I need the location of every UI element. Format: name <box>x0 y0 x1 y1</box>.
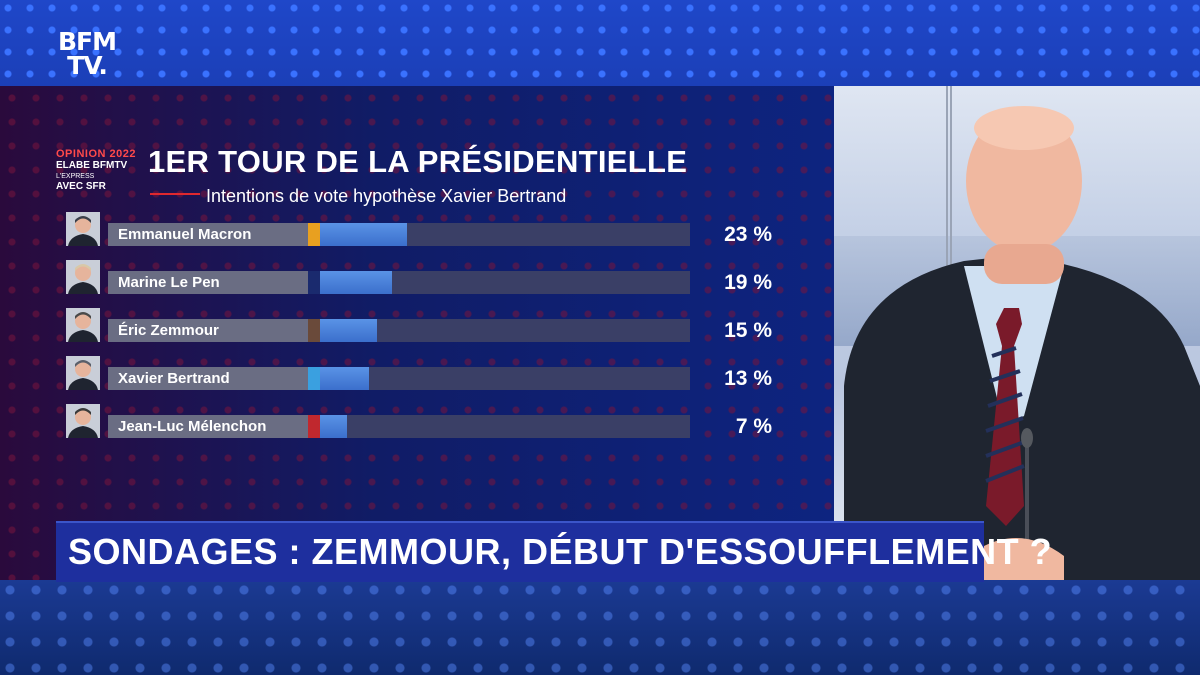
bar-party-accent <box>308 319 320 342</box>
badge-line-3: L'EXPRESS <box>56 173 95 180</box>
bar-value-label: 13 % <box>724 367 772 390</box>
bar-value-label: 19 % <box>724 271 772 294</box>
logo-line-2: TV. <box>67 51 108 80</box>
badge-line-2: ELABE BFMTV <box>56 160 128 171</box>
bar-value-fill <box>320 271 392 294</box>
badge-line-1: OPINION 2022 <box>56 148 136 160</box>
bar-party-accent <box>308 271 320 294</box>
bfmtv-logo: BFM TV. <box>54 27 120 82</box>
candidate-photo-1 <box>66 212 100 246</box>
top-band <box>0 0 1200 86</box>
bar-value-label: 15 % <box>724 319 772 342</box>
headline-text: SONDAGES : ZEMMOUR, DÉBUT D'ESSOUFFLEMEN… <box>68 531 1053 572</box>
bar-value-fill <box>320 415 347 438</box>
badge-line-4: AVEC SFR <box>56 181 106 192</box>
logo-line-1: BFM <box>57 27 117 56</box>
candidate-photo-5 <box>66 404 100 438</box>
candidate-photo-4 <box>66 356 100 390</box>
bar-value-label: 23 % <box>724 223 772 246</box>
bar-value-fill <box>320 223 407 246</box>
bottom-band <box>0 580 1200 675</box>
bar-category-label: Marine Le Pen <box>108 271 308 294</box>
bar-category-label: Jean-Luc Mélenchon <box>108 415 308 438</box>
presenter-image <box>844 106 1200 580</box>
studio-camera-feed <box>834 86 1200 580</box>
bar-category-label: Xavier Bertrand <box>108 367 308 390</box>
headline-banner: SONDAGES : ZEMMOUR, DÉBUT D'ESSOUFFLEMEN… <box>56 521 1052 582</box>
bar-value-fill <box>320 367 369 390</box>
candidate-photo-2 <box>66 260 100 294</box>
bar-value-label: 7 % <box>735 415 772 438</box>
bar-party-accent <box>308 367 320 390</box>
bar-party-accent <box>308 223 320 246</box>
candidate-photo-3 <box>66 308 100 342</box>
bar-category-label: Éric Zemmour <box>108 319 308 342</box>
bar-party-accent <box>308 415 320 438</box>
chart-title: 1ER TOUR DE LA PRÉSIDENTIELLE <box>148 144 688 179</box>
chart-subtitle: Intentions de vote hypothèse Xavier Bert… <box>206 186 567 206</box>
title-underline <box>150 193 200 195</box>
poll-source-badge: OPINION 2022 ELABE BFMTV L'EXPRESS AVEC … <box>56 148 138 194</box>
bar-value-fill <box>320 319 377 342</box>
bar-category-label: Emmanuel Macron <box>108 223 308 246</box>
